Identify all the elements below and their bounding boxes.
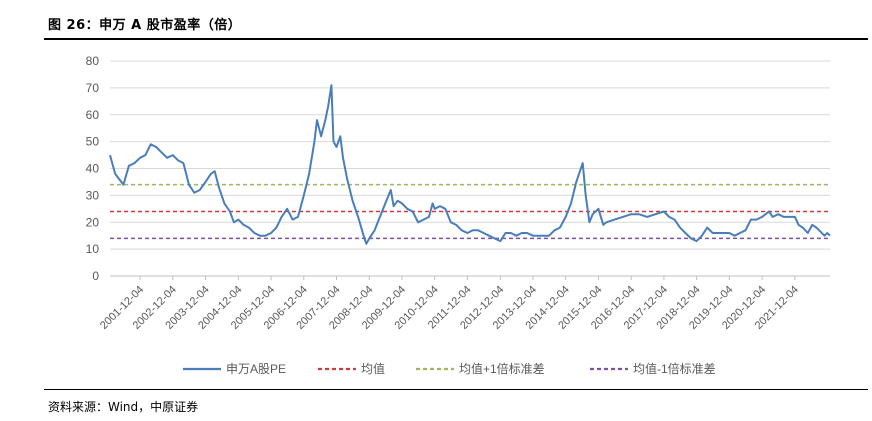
legend-plus1sd-label: 均值+1倍标准差 — [459, 361, 545, 376]
pe-series-line — [109, 84, 831, 245]
legend-pe-label: 申万A股PE — [226, 362, 286, 376]
y-tick-label-10: 10 — [86, 242, 100, 256]
figure-title: 图 26：申万 A 股市盈率（倍） — [48, 18, 242, 33]
y-tick-label-70: 70 — [86, 81, 100, 95]
title-rule — [44, 38, 868, 40]
pe-line-chart: 010203040506070802001-12-042002-12-04200… — [86, 54, 831, 376]
y-tick-label-50: 50 — [86, 135, 100, 149]
source-note: 资料来源：Wind，中原证券 — [48, 400, 199, 414]
y-tick-label-30: 30 — [86, 188, 100, 202]
y-tick-label-40: 40 — [86, 162, 100, 176]
legend-minus1sd-label: 均值-1倍标准差 — [633, 361, 716, 376]
y-tick-label-20: 20 — [86, 215, 100, 229]
y-tick-label-60: 60 — [86, 108, 100, 122]
y-tick-label-80: 80 — [86, 54, 100, 68]
y-tick-label-0: 0 — [92, 269, 99, 283]
legend-mean-label: 均值 — [361, 361, 385, 376]
source-rule — [44, 389, 868, 390]
